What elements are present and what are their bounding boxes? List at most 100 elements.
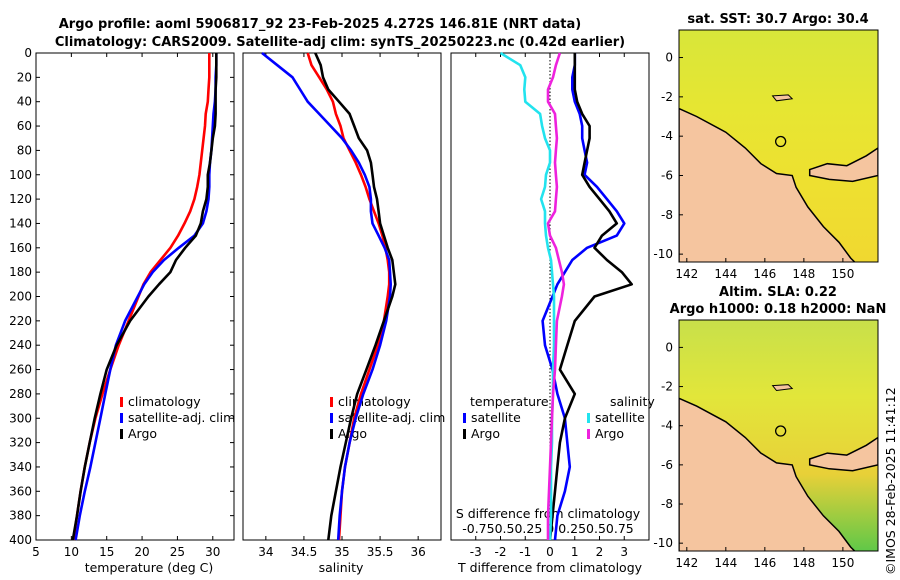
map-xtick-label: 148	[792, 556, 815, 570]
legend-satellite-label: satellite-adj. clim	[338, 410, 445, 425]
legend-t-argo-swatch	[463, 429, 466, 439]
ytick-label: 400	[9, 533, 32, 547]
figure-title-line1: Argo profile: aoml 5906817_92 23-Feb-202…	[59, 17, 581, 32]
map-ytick-label: -6	[661, 458, 673, 472]
map-frame	[678, 319, 879, 552]
map-ytick-label: -2	[661, 380, 673, 394]
legend-s-satellite-label: satellite	[595, 410, 645, 425]
legend-climatology-swatch	[120, 397, 123, 407]
legend-t-satellite-swatch	[463, 413, 466, 423]
legend-s-argo-label: Argo	[595, 426, 624, 441]
new-guinea-land	[679, 107, 856, 262]
legend-satellite-swatch	[330, 413, 333, 423]
map-ytick-label: 0	[665, 340, 673, 354]
new-britain-land	[808, 147, 878, 183]
ytick-label: 60	[17, 119, 32, 133]
map-xtick-label: 150	[831, 556, 854, 570]
temperature-xlabel: temperature (deg C)	[85, 560, 214, 575]
temperature-axes-box	[35, 52, 235, 541]
argo-position-marker	[774, 135, 787, 148]
ytick-label: 140	[9, 216, 32, 230]
map-xtick-label: 142	[675, 267, 698, 281]
ytick-label: 80	[17, 143, 32, 157]
sst-map-title: sat. SST: 30.7 Argo: 30.4	[687, 12, 868, 27]
sst-map: 142 144 146 148 150 0 -2 -4 -6 -8 -10	[653, 29, 879, 281]
map-xtick-label: 150	[831, 267, 854, 281]
map-ytick-label: -10	[653, 536, 673, 550]
salinity-xlabel: salinity	[319, 560, 364, 575]
ytick-label: 340	[9, 460, 32, 474]
legend-s-satellite-swatch	[587, 413, 590, 423]
map-content	[679, 30, 878, 262]
ytick-label: 160	[9, 241, 32, 255]
xtick-label: 34.5	[291, 545, 318, 559]
legend-argo-label: Argo	[128, 426, 157, 441]
figure-title-line2: Climatology: CARS2009. Satellite-adj cli…	[55, 35, 625, 50]
xtick-label: 35.5	[367, 545, 394, 559]
ytick-label: 180	[9, 265, 32, 279]
sla-map-subtitle: Argo h1000: 0.18 h2000: NaN	[670, 302, 887, 317]
ytick-label: 20	[17, 70, 32, 84]
legend-t-satellite-label: satellite	[471, 410, 521, 425]
manus-island	[771, 94, 794, 102]
temperature-legend: climatology satellite-adj. clim Argo	[120, 394, 235, 441]
map-xtick-label: 142	[675, 556, 698, 570]
xtick-label: -2	[495, 545, 507, 559]
legend-s-argo-swatch	[587, 429, 590, 439]
series-line-argo	[71, 53, 218, 541]
legend-satellite-label: satellite-adj. clim	[128, 410, 235, 425]
legend-climatology-swatch	[330, 397, 333, 407]
xtick-label: 15	[99, 545, 114, 559]
sst-map-panel: sat. SST: 30.7 Argo: 30.4 142 144 146 148 15…	[653, 12, 879, 281]
new-britain-land	[808, 436, 878, 472]
map-frame	[678, 29, 879, 263]
ytick-label: 100	[9, 168, 32, 182]
difference-panel: T difference from climatology S differen…	[450, 51, 655, 575]
ytick-label: 320	[9, 436, 32, 450]
xtick-label: 20	[134, 545, 149, 559]
xtick-label: 34	[258, 545, 273, 559]
legend-salinity-header: salinity	[610, 394, 655, 409]
temperature-panel: temperature (deg C) climatology satellit…	[9, 46, 235, 575]
map-content	[679, 320, 878, 551]
ytick-label: 220	[9, 314, 32, 328]
ytick-label: 260	[9, 363, 32, 377]
map-ytick-label: 0	[665, 51, 673, 65]
xtick-label: -3	[470, 545, 482, 559]
difference-legend: temperature salinity satellite Argo sate…	[463, 394, 655, 441]
map-xtick-label: 144	[714, 267, 737, 281]
sla-map-title: Altim. SLA: 0.22	[719, 285, 837, 300]
series-line-temperature-argo	[548, 53, 634, 541]
xtick-label: 36	[411, 545, 426, 559]
legend-argo-swatch	[330, 429, 333, 439]
ytick-label: 200	[9, 290, 32, 304]
map-xtick-label: 146	[753, 556, 776, 570]
legend-climatology-label: climatology	[128, 394, 201, 409]
xtick-label: 2	[596, 545, 604, 559]
xtick-label: 3	[620, 545, 628, 559]
series-line-argo	[314, 52, 397, 541]
ytick-label: 380	[9, 509, 32, 523]
salinity-axes-box	[242, 52, 442, 541]
map-ytick-label: -8	[661, 497, 673, 511]
xtick-label: 25	[170, 545, 185, 559]
xtick-label: 30	[205, 545, 220, 559]
xtick-label: 1	[571, 545, 579, 559]
new-guinea-land	[679, 397, 856, 551]
map-ytick-label: -2	[661, 90, 673, 104]
xtick-label: 10	[64, 545, 79, 559]
map-xtick-label: 148	[792, 267, 815, 281]
ytick-label: 240	[9, 338, 32, 352]
series-line-climatology	[306, 52, 391, 541]
difference-xlabel: T difference from climatology	[457, 560, 643, 575]
xtick-label: 5	[32, 545, 40, 559]
xtick-label: 0	[546, 545, 554, 559]
legend-climatology-label: climatology	[338, 394, 411, 409]
ytick-label: 120	[9, 192, 32, 206]
manus-island	[771, 384, 794, 392]
sla-map-panel: Altim. SLA: 0.22 Argo h1000: 0.18 h2000:…	[653, 285, 886, 570]
salinity-panel: salinity climatology satellite-adj. clim…	[242, 51, 445, 575]
legend-satellite-swatch	[120, 413, 123, 423]
ytick-label: 0	[24, 46, 32, 60]
xtick-label: -1	[519, 545, 531, 559]
